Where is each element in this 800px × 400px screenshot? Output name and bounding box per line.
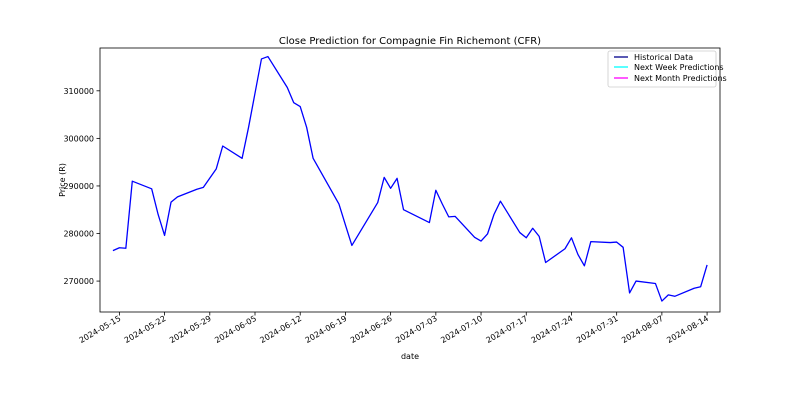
chart-title: Close Prediction for Compagnie Fin Riche… — [279, 36, 541, 47]
x-axis-label: date — [401, 352, 419, 361]
y-tick-label: 310000 — [63, 87, 94, 96]
y-tick-label: 280000 — [63, 230, 94, 239]
y-tick-label: 300000 — [63, 134, 94, 143]
plot-frame — [99, 47, 721, 313]
legend-label-historical: Historical Data — [634, 53, 693, 62]
legend-box — [607, 50, 717, 88]
legend-label-next-month: Next Month Predictions — [634, 74, 727, 83]
y-tick-label: 270000 — [63, 277, 94, 286]
y-axis-label: Price (R) — [58, 163, 67, 197]
y-axis-ticks: 270000 280000 290000 300000 310000 — [63, 87, 100, 286]
legend: Historical Data Next Week Predictions Ne… — [607, 50, 727, 88]
series-lines — [112, 55, 708, 302]
y-tick-label: 290000 — [63, 182, 94, 191]
legend-label-next-week: Next Week Predictions — [634, 63, 724, 72]
series-line-0 — [112, 55, 708, 302]
